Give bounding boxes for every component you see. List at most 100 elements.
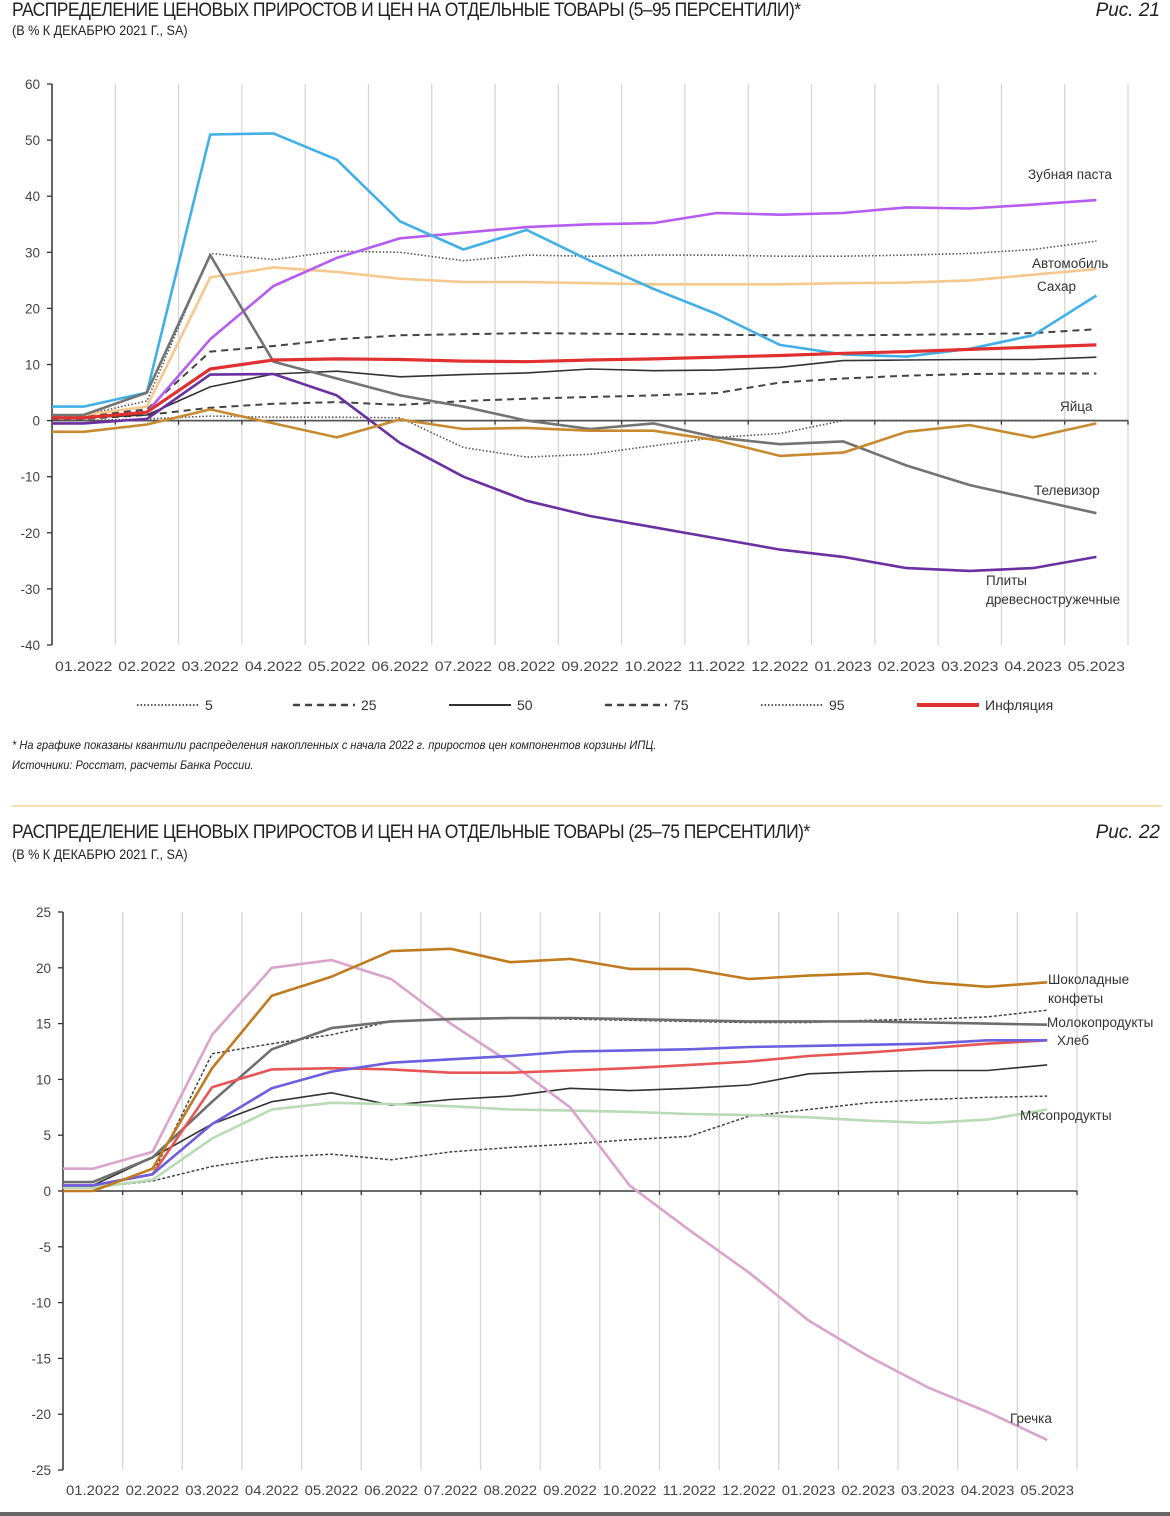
fig21-subtitle: (В % К ДЕКАБРЮ 2021 Г., SA) bbox=[12, 22, 188, 38]
y-tick-label: 5 bbox=[43, 1128, 51, 1143]
x-tick-label: 08.2022 bbox=[484, 1483, 538, 1498]
x-tick-label: 05.2022 bbox=[308, 659, 365, 674]
series-line-95 bbox=[52, 240, 1097, 416]
x-tick-label: 02.2022 bbox=[118, 659, 175, 674]
x-tick-label: 09.2022 bbox=[561, 659, 618, 674]
y-tick-label: -10 bbox=[31, 1296, 51, 1311]
y-tick-label: 60 bbox=[25, 77, 40, 92]
series-line-Мясопродукты bbox=[63, 1101, 1048, 1189]
x-tick-label: 05.2022 bbox=[305, 1483, 359, 1498]
fig21-sources: Источники: Росстат, расчеты Банка России… bbox=[12, 758, 254, 772]
series-line-25 bbox=[63, 1095, 1048, 1189]
fig21-footnote: * На графике показаны квантили распредел… bbox=[12, 738, 657, 752]
x-tick-label: 01.2022 bbox=[55, 659, 112, 674]
y-tick-label: 15 bbox=[36, 1017, 51, 1032]
x-tick-label: 12.2022 bbox=[751, 659, 808, 674]
x-tick-label: 01.2023 bbox=[782, 1483, 836, 1498]
chart-2: 25 20 15 10 5 0 -5 -10 -15 -20 -25 01.2022 02.2022 03… bbox=[31, 905, 1153, 1498]
x-tick-label: 12.2022 bbox=[722, 1483, 776, 1498]
legend-label: 50 bbox=[517, 697, 533, 713]
series-label: Сахар bbox=[1037, 279, 1076, 294]
legend-label: Инфляция bbox=[985, 697, 1053, 713]
x-tick-label: 03.2023 bbox=[941, 659, 998, 674]
x-tick-label: 02.2023 bbox=[841, 1483, 895, 1498]
x-tick-label: 02.2022 bbox=[126, 1483, 180, 1498]
y-tick-label: -10 bbox=[20, 470, 40, 485]
fig22-label: Рис. 22 bbox=[1095, 822, 1160, 843]
x-tick-label: 05.2023 bbox=[1020, 1483, 1074, 1498]
series-line-Шоколадные-конфеты bbox=[63, 947, 1048, 1193]
y-tick-label: -25 bbox=[31, 1463, 51, 1478]
y-tick-label: 30 bbox=[25, 245, 40, 260]
x-tick-label: 10.2022 bbox=[625, 659, 682, 674]
x-tick-label: 03.2022 bbox=[185, 1483, 239, 1498]
y-tick-label: -15 bbox=[31, 1351, 51, 1366]
series-label: Мясопродукты bbox=[1020, 1108, 1112, 1123]
x-tick-label: 09.2022 bbox=[543, 1483, 597, 1498]
legend-label: 25 bbox=[361, 697, 377, 713]
x-tick-label: 05.2023 bbox=[1068, 659, 1125, 674]
section-divider bbox=[12, 805, 1162, 807]
x-tick-label: 04.2023 bbox=[1004, 659, 1061, 674]
x-tick-label: 06.2022 bbox=[371, 659, 428, 674]
y-tick-label: -30 bbox=[20, 582, 40, 597]
y-tick-label: -20 bbox=[20, 526, 40, 541]
series-line-50 bbox=[52, 356, 1097, 419]
x-tick-label: 10.2022 bbox=[603, 1483, 657, 1498]
x-tick-label: 07.2022 bbox=[435, 659, 492, 674]
x-tick-label: 11.2022 bbox=[662, 1483, 716, 1498]
series-line-5 bbox=[52, 415, 1097, 458]
x-tick-label: 03.2022 bbox=[182, 659, 239, 674]
y-tick-label: -40 bbox=[20, 638, 40, 653]
fig22-subtitle: (В % К ДЕКАБРЮ 2021 Г., SA) bbox=[12, 846, 188, 862]
series-line-75 bbox=[52, 328, 1097, 418]
series-line-Инфляция bbox=[52, 343, 1097, 420]
series-line-Сахар bbox=[52, 132, 1098, 408]
y-tick-label: 10 bbox=[36, 1072, 51, 1087]
x-tick-label: 02.2023 bbox=[878, 659, 935, 674]
page-bottom-edge bbox=[0, 1512, 1170, 1516]
series-line-Хлеб bbox=[63, 1039, 1048, 1187]
series-line-Автомобиль bbox=[52, 266, 1097, 417]
x-tick-label: 01.2022 bbox=[66, 1483, 120, 1498]
series-label: Телевизор bbox=[1034, 483, 1100, 498]
legend-label: 95 bbox=[829, 697, 845, 713]
fig21-title: РАСПРЕДЕЛЕНИЕ ЦЕНОВЫХ ПРИРОСТОВ И ЦЕН НА… bbox=[12, 0, 801, 21]
x-tick-label: 04.2022 bbox=[245, 659, 302, 674]
x-tick-label: 04.2023 bbox=[961, 1483, 1015, 1498]
chart-1: 60 50 40 30 20 10 0 -10 -20 -30 -40 01.2022 02.2022 0… bbox=[20, 77, 1129, 713]
x-tick-label: 08.2022 bbox=[498, 659, 555, 674]
x-tick-label: 06.2022 bbox=[364, 1483, 418, 1498]
y-tick-label: 40 bbox=[25, 189, 40, 204]
series-line-Молокопродукты bbox=[63, 1016, 1048, 1184]
x-tick-label: 07.2022 bbox=[424, 1483, 478, 1498]
y-tick-label: 50 bbox=[25, 133, 40, 148]
y-tick-label: 20 bbox=[25, 301, 40, 316]
series-label: Плиты bbox=[986, 573, 1027, 588]
series-label: Молокопродукты bbox=[1047, 1015, 1153, 1030]
y-tick-label: -20 bbox=[31, 1407, 51, 1422]
y-tick-label: -5 bbox=[39, 1240, 51, 1255]
series-line-Зубная-паста bbox=[52, 198, 1097, 420]
series-label: древесностружечные bbox=[986, 592, 1120, 607]
series-line-Яйца bbox=[52, 408, 1097, 458]
series-label: Яйца bbox=[1060, 399, 1093, 414]
y-tick-label: 0 bbox=[32, 414, 40, 429]
fig21-label: Рис. 21 bbox=[1095, 0, 1160, 21]
y-tick-label: 25 bbox=[36, 905, 51, 920]
series-line-Гречка bbox=[63, 958, 1048, 1442]
y-tick-label: 0 bbox=[43, 1184, 51, 1199]
legend-label: 5 bbox=[205, 697, 213, 713]
series-line-Плиты-древесностружечные bbox=[52, 372, 1097, 573]
series-label: конфеты bbox=[1048, 991, 1103, 1006]
series-line-50 bbox=[63, 1064, 1048, 1187]
x-tick-label: 03.2023 bbox=[901, 1483, 955, 1498]
series-label: Шоколадные bbox=[1048, 972, 1129, 987]
series-label: Зубная паста bbox=[1028, 167, 1112, 182]
legend: 5 25 50 75 95 Инфляция bbox=[137, 697, 1053, 713]
fig22-title: РАСПРЕДЕЛЕНИЕ ЦЕНОВЫХ ПРИРОСТОВ И ЦЕН НА… bbox=[12, 822, 810, 843]
legend-label: 75 bbox=[673, 697, 689, 713]
x-tick-label: 01.2023 bbox=[815, 659, 872, 674]
series-line-Телевизор bbox=[52, 253, 1097, 515]
